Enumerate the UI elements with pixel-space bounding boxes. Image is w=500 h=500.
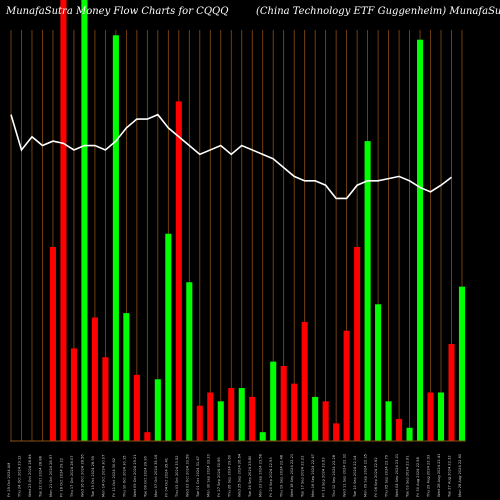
x-tick-label: Mon 16 Sep 2024 22.47 — [311, 454, 315, 497]
x-tick-label: Mon 30 Sep 2024 33.20 — [206, 453, 210, 497]
x-tick-label: Mon 21 Oct 2024 28.97 — [49, 455, 53, 497]
x-tick-label: Tue 17 Sep 2024 22.22 — [301, 456, 305, 499]
bar-red — [249, 396, 256, 441]
x-tick-label: Fri 20 Sep 2024 22.93 — [269, 457, 273, 497]
x-tick-label: Thu 29 Aug 2024 22.93 — [427, 455, 431, 498]
price-line — [10, 113, 452, 200]
bar-green — [312, 396, 319, 441]
bar-green — [123, 313, 130, 441]
bar-red — [91, 317, 98, 441]
bar-red — [49, 246, 56, 441]
x-tick-label: Thu 24 Oct 2024 29.12 — [17, 455, 21, 498]
bar-red — [427, 392, 434, 441]
bar-green — [437, 392, 445, 441]
bar-green — [238, 388, 245, 441]
x-tick-label: Mon 14 Oct 2024 30.07 — [101, 455, 105, 497]
x-tick-label: Wed 09 Oct 2024 29.21 — [133, 454, 137, 497]
bar-red — [175, 101, 182, 442]
x-tick-label: Wed 11 Sep 2024 22.32 — [343, 454, 347, 497]
bar-green — [375, 304, 382, 441]
bar-green — [385, 401, 392, 441]
x-tick-label: Wed 04 Sep 2024 23.01 — [395, 454, 399, 497]
bar-red — [207, 392, 214, 441]
x-tick-label: Mon 07 Oct 2024 35.16 — [154, 454, 158, 497]
x-tick-label: Fri 25 Oct 2024 AM — [7, 463, 11, 497]
x-tick-labels: Fri 25 Oct 2024 AM Thu 24 Oct 2024 29.12 W… — [7, 453, 462, 498]
x-tick-label: Mon 23 Sep 2024 23.58 — [259, 453, 263, 497]
x-tick-label: Fri 18 Oct 2024 29.22 — [59, 458, 63, 497]
bar-green — [112, 35, 119, 441]
bar-green — [259, 432, 266, 441]
x-tick-label: Thu 17 Oct 2024 28.07 — [70, 455, 74, 498]
x-tick-label: Thu 26 Sep 2024 29.60 — [227, 454, 231, 498]
x-tick-label: Wed 28 Aug 2024 22.41 — [437, 454, 441, 497]
x-tick-label: Tue 22 Oct 2024 28.88 — [38, 455, 42, 498]
x-tick-label: Mon 26 Aug 2024 22.60 — [458, 453, 462, 497]
x-tick-label: Tue 24 Sep 2024 25.80 — [248, 455, 252, 498]
x-tick-label: Wed 02 Oct 2024 33.58 — [185, 454, 189, 497]
chart-title: MunafaSutra Money Flow Charts for CQQQ — [5, 6, 228, 17]
x-tick-label: Fri 13 Sep 2024 22.63 — [322, 457, 326, 497]
x-tick-label: Wed 16 Oct 2024 28.56 — [80, 454, 84, 497]
chart-subtitle: (China Technology ETF Guggenheim) Munafa… — [256, 6, 500, 17]
x-tick-label: Thu 10 Oct 2024 30.15 — [122, 455, 126, 498]
x-tick-label: Wed 23 Oct 2024 28.84 — [28, 454, 32, 497]
x-tick-label: Tue 03 Sep 2024 22.91 — [406, 456, 410, 499]
x-tick-label: Thu 19 Sep 2024 22.48 — [280, 454, 284, 498]
bar-red — [396, 418, 403, 441]
bar-red — [144, 432, 151, 441]
bar-red — [70, 348, 77, 441]
x-tick-label: Fri 30 Aug 2024 22.58 — [416, 456, 420, 497]
x-tick-label: Wed 18 Sep 2024 22.21 — [290, 454, 294, 497]
bar-red — [343, 330, 350, 441]
x-tick-label: Tue 01 Oct 2024 31.47 — [196, 456, 200, 498]
bar-red — [133, 374, 140, 441]
x-tick-label: Tue 27 Aug 2024 22.32 — [448, 455, 452, 498]
bar-green — [270, 361, 277, 441]
bar-red — [333, 423, 340, 441]
x-tick-label: Tue 10 Sep 2024 22.14 — [353, 455, 357, 498]
bar-green — [217, 401, 224, 441]
bar-green — [417, 39, 424, 441]
bar-red — [448, 343, 455, 441]
x-tick-label: Fri 06 Sep 2024 22.62 — [374, 457, 378, 497]
bar-green — [186, 282, 193, 441]
bar-green — [364, 141, 371, 441]
x-tick-label: Fri 11 Oct 2024 30.62 — [112, 458, 116, 497]
bar-red — [301, 321, 308, 441]
x-tick-label: Tue 15 Oct 2024 28.95 — [91, 456, 95, 498]
x-tick-label: Thu 05 Sep 2024 22.79 — [385, 454, 389, 498]
x-tick-label: Mon 09 Sep 2024 22.35 — [364, 454, 368, 497]
x-tick-label: Fri 04 Oct 2024 35.41 — [164, 458, 168, 497]
x-tick-label: Wed 25 Sep 2024 26.64 — [238, 453, 242, 497]
bar-series — [49, 0, 466, 442]
x-tick-label: Fri 27 Sep 2024 30.96 — [217, 457, 221, 497]
bar-green — [81, 0, 88, 441]
x-tick-label: Thu 03 Oct 2024 33.52 — [175, 455, 179, 498]
bar-red — [228, 388, 235, 441]
bar-red — [102, 357, 109, 441]
bar-red — [280, 366, 287, 441]
bar-green — [154, 379, 161, 441]
bar-red — [196, 405, 203, 441]
bar-red — [60, 0, 67, 441]
bar-green — [165, 233, 172, 441]
bar-green — [458, 286, 466, 441]
bar-red — [354, 246, 361, 441]
bar-green — [406, 427, 413, 441]
x-tick-label: Tue 08 Oct 2024 29.90 — [143, 455, 147, 498]
bar-red — [291, 383, 298, 441]
bar-red — [322, 401, 329, 441]
x-tick-label: Thu 12 Sep 2024 22.28 — [332, 454, 336, 498]
